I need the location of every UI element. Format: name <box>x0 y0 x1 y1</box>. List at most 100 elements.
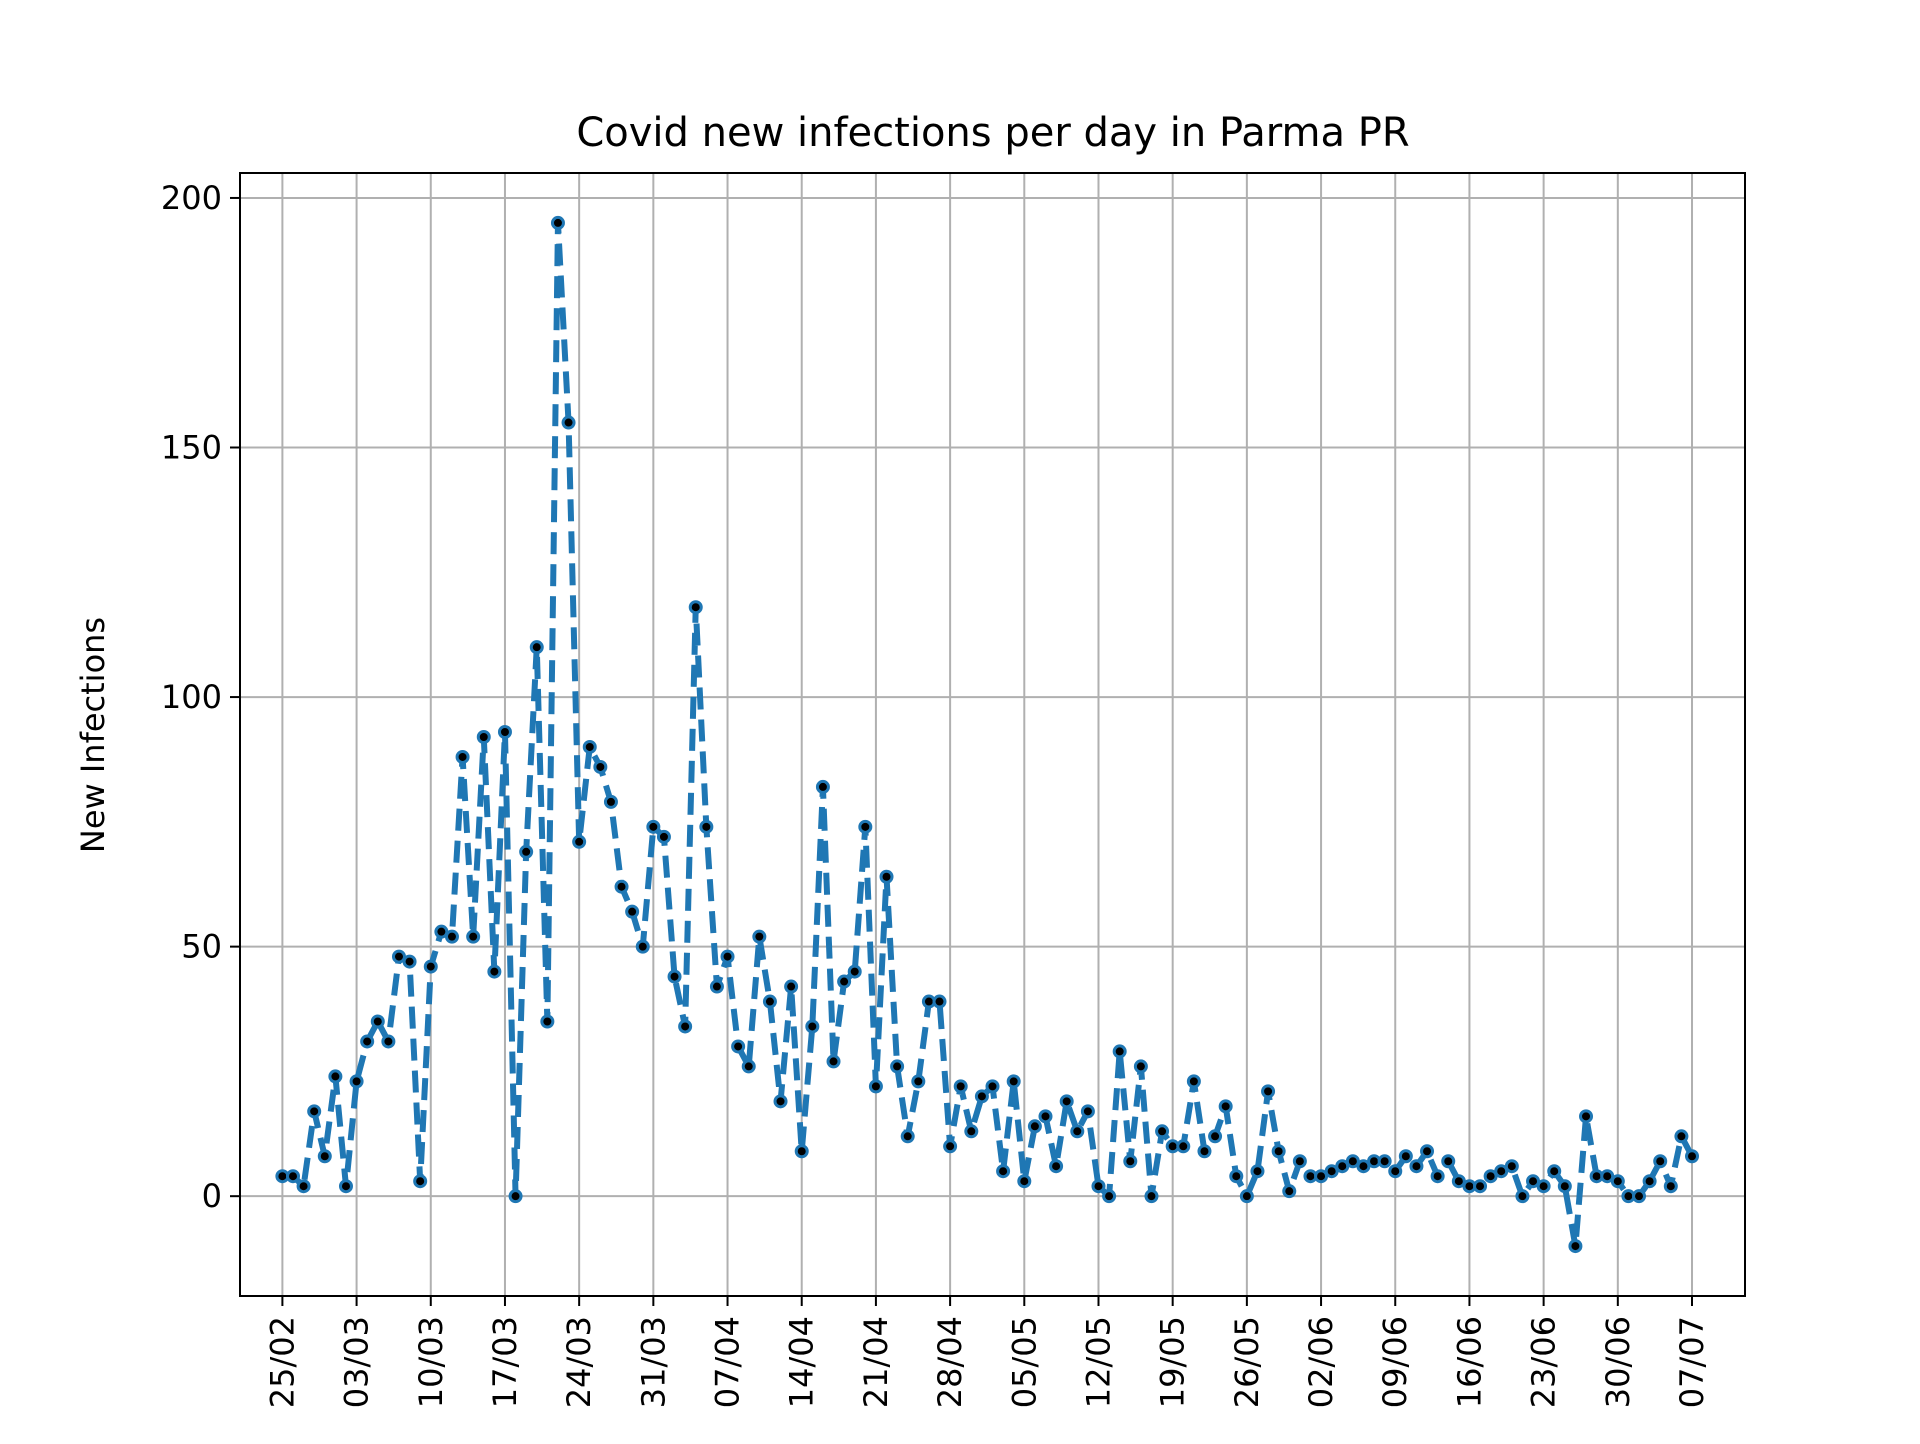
x-tick-label: 07/07 <box>1673 1316 1711 1408</box>
x-tick-label: 30/06 <box>1599 1316 1637 1408</box>
data-point <box>1356 1159 1371 1174</box>
data-point <box>815 779 830 794</box>
data-point <box>497 725 512 740</box>
data-point <box>391 949 406 964</box>
data-point <box>1049 1159 1064 1174</box>
x-tick-label: 19/05 <box>1154 1316 1192 1408</box>
data-point <box>1674 1129 1689 1144</box>
data-point <box>1218 1099 1233 1114</box>
data-point <box>1059 1094 1074 1109</box>
data-point <box>1398 1149 1413 1164</box>
data-point <box>1632 1189 1647 1204</box>
data-point <box>646 819 661 834</box>
data-point <box>932 994 947 1009</box>
data-point <box>413 1174 428 1189</box>
data-point <box>603 794 618 809</box>
data-point <box>1568 1239 1583 1254</box>
ticks: 0 50 100 150 200 25/02 03/03 10/03 17/03 24/03 31/… <box>161 179 1711 1408</box>
x-tick-label: 23/06 <box>1525 1316 1563 1408</box>
data-point <box>1027 1119 1042 1134</box>
x-tick-label: 02/06 <box>1302 1316 1340 1408</box>
data-point <box>964 1124 979 1139</box>
data-point <box>900 1129 915 1144</box>
data-point <box>1091 1179 1106 1194</box>
data-point <box>1409 1159 1424 1174</box>
data-point <box>762 994 777 1009</box>
data-point <box>656 829 671 844</box>
data-point <box>1080 1104 1095 1119</box>
data-point <box>1314 1169 1329 1184</box>
data-point <box>1526 1174 1541 1189</box>
data-point <box>1261 1084 1276 1099</box>
data-point <box>1070 1124 1085 1139</box>
data-point <box>1451 1174 1466 1189</box>
x-tick-label: 31/03 <box>634 1316 672 1408</box>
data-point <box>487 964 502 979</box>
data-point <box>402 954 417 969</box>
data-point <box>1271 1144 1286 1159</box>
y-tick-label: 0 <box>202 1177 222 1215</box>
x-tick-label: 24/03 <box>560 1316 598 1408</box>
x-tick-label: 17/03 <box>486 1316 524 1408</box>
series-line <box>282 219 1695 1250</box>
data-point <box>519 844 534 859</box>
data-point <box>879 869 894 884</box>
data-point <box>1186 1074 1201 1089</box>
data-point <box>1653 1154 1668 1169</box>
data-point <box>381 1034 396 1049</box>
data-point <box>1324 1164 1339 1179</box>
data-point <box>561 415 576 430</box>
data-point <box>1250 1164 1265 1179</box>
data-point <box>593 759 608 774</box>
data-point <box>349 1074 364 1089</box>
chart-title: Covid new infections per day in Parma PR <box>576 110 1409 156</box>
data-point <box>784 979 799 994</box>
data-point <box>328 1069 343 1084</box>
x-tick-label: 10/03 <box>412 1316 450 1408</box>
x-tick-label: 05/05 <box>1005 1316 1043 1408</box>
data-point <box>1420 1144 1435 1159</box>
data-point <box>709 979 724 994</box>
data-point <box>455 749 470 764</box>
data-point <box>1292 1154 1307 1169</box>
y-tick-label: 200 <box>161 179 222 217</box>
x-tick-label: 16/06 <box>1450 1316 1488 1408</box>
data-point <box>985 1079 1000 1094</box>
data-point <box>1345 1154 1360 1169</box>
data-point <box>1239 1189 1254 1204</box>
data-point <box>1430 1169 1445 1184</box>
y-axis-label: New Infections <box>74 617 112 853</box>
x-tick-label: 12/05 <box>1079 1316 1117 1408</box>
x-tick-label: 25/02 <box>263 1316 301 1408</box>
data-point <box>1144 1189 1159 1204</box>
data-point <box>996 1164 1011 1179</box>
x-tick-label: 14/04 <box>783 1316 821 1408</box>
data-point <box>635 939 650 954</box>
data-point <box>1642 1174 1657 1189</box>
data-point <box>943 1139 958 1154</box>
data-point <box>296 1179 311 1194</box>
x-tick-label: 09/06 <box>1376 1316 1414 1408</box>
data-point <box>953 1079 968 1094</box>
data-point <box>699 819 714 834</box>
data-point <box>1208 1129 1223 1144</box>
x-tick-label: 03/03 <box>338 1316 376 1408</box>
data-point <box>1335 1159 1350 1174</box>
data-point <box>307 1104 322 1119</box>
data-point <box>1600 1169 1615 1184</box>
data-point <box>1377 1154 1392 1169</box>
data-point <box>1282 1184 1297 1199</box>
y-tick-label: 50 <box>181 928 222 966</box>
series-layer <box>275 215 1700 1254</box>
data-point <box>1388 1164 1403 1179</box>
data-point <box>1123 1154 1138 1169</box>
data-point <box>614 879 629 894</box>
data-point <box>1610 1174 1625 1189</box>
data-point <box>550 215 565 230</box>
data-point <box>1038 1109 1053 1124</box>
data-point <box>911 1074 926 1089</box>
x-tick-label: 07/04 <box>709 1316 747 1408</box>
x-tick-label: 26/05 <box>1228 1316 1266 1408</box>
